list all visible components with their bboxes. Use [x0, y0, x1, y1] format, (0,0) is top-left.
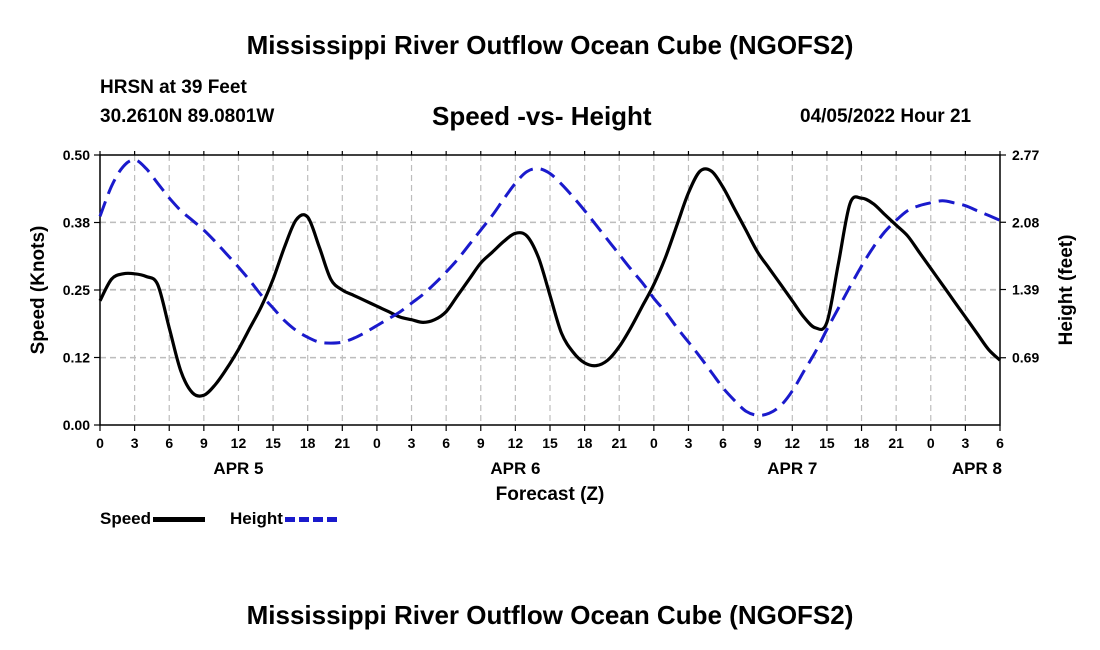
y-tick-label: 0.50 — [63, 147, 90, 163]
y-tick-label: 0.12 — [63, 350, 90, 366]
legend-height-label: Height — [230, 509, 283, 528]
x-tick-label: 15 — [265, 435, 281, 451]
x-tick-label: 0 — [927, 435, 935, 451]
x-tick-label: 6 — [996, 435, 1004, 451]
legend-speed-label: Speed — [100, 509, 152, 528]
x-tick-label: 3 — [961, 435, 969, 451]
x-tick-label: 6 — [165, 435, 173, 451]
x-tick-label: 3 — [408, 435, 416, 451]
y2-axis-title: Height (feet) — [1056, 235, 1077, 346]
height-series-line — [98, 158, 1001, 417]
date-label: APR 8 — [952, 459, 1002, 478]
station-coords: 30.2610N 89.0801W — [100, 106, 275, 127]
y-tick-label: 0.00 — [63, 417, 90, 433]
y2-tick-label: 1.39 — [1012, 282, 1039, 298]
x-tick-label: 0 — [650, 435, 658, 451]
station-name: HRSN at 39 Feet — [100, 77, 247, 98]
speed-series-line — [98, 167, 1002, 398]
x-tick-label: 18 — [577, 435, 593, 451]
legend-height-swatch — [284, 516, 337, 522]
series-layer — [98, 158, 1002, 417]
x-tick-label: 6 — [719, 435, 727, 451]
x-tick-label: 18 — [854, 435, 870, 451]
y2-tick-label: 2.77 — [1012, 147, 1039, 163]
x-tick-label: 12 — [508, 435, 524, 451]
x-tick-label: 0 — [96, 435, 104, 451]
date-label: APR 6 — [490, 459, 540, 478]
x-tick-label: 9 — [200, 435, 208, 451]
run-time: 04/05/2022 Hour 21 — [800, 106, 972, 127]
y-axis-title: Speed (Knots) — [28, 226, 49, 355]
axes-layer: 0 3 6 9 12 15 18 21 0 3 6 9 12 15 18 21 0 3 6 9 12 15 18 21 0 3 6 0… — [28, 147, 1077, 505]
x-tick-label: 6 — [442, 435, 450, 451]
x-tick-label: 3 — [131, 435, 139, 451]
x-tick-label: 12 — [231, 435, 247, 451]
x-axis-title: Forecast (Z) — [496, 484, 605, 505]
x-tick-label: 3 — [685, 435, 693, 451]
x-tick-label: 9 — [754, 435, 762, 451]
x-tick-label: 0 — [373, 435, 381, 451]
legend-speed: Speed — [100, 509, 206, 529]
date-label: APR 5 — [213, 459, 263, 478]
y2-tick-label: 0.69 — [1012, 350, 1039, 366]
x-tick-label: 21 — [335, 435, 351, 451]
y-tick-label: 0.25 — [63, 282, 90, 298]
top-title: Mississippi River Outflow Ocean Cube (NG… — [246, 30, 854, 60]
y-tick-label: 0.38 — [63, 215, 90, 231]
bottom-title: Mississippi River Outflow Ocean Cube (NG… — [246, 600, 854, 630]
x-tick-label: 12 — [785, 435, 801, 451]
legend-speed-swatch — [153, 516, 206, 522]
y2-tick-label: 2.08 — [1012, 214, 1039, 230]
date-label: APR 7 — [767, 459, 817, 478]
x-tick-label: 21 — [611, 435, 627, 451]
chart-subtitle: Speed -vs- Height — [432, 101, 652, 131]
x-tick-label: 15 — [819, 435, 835, 451]
x-tick-label: 21 — [888, 435, 904, 451]
x-tick-label: 18 — [300, 435, 316, 451]
x-tick-label: 9 — [477, 435, 485, 451]
x-tick-label: 15 — [542, 435, 558, 451]
legend-height: Height — [230, 509, 337, 529]
